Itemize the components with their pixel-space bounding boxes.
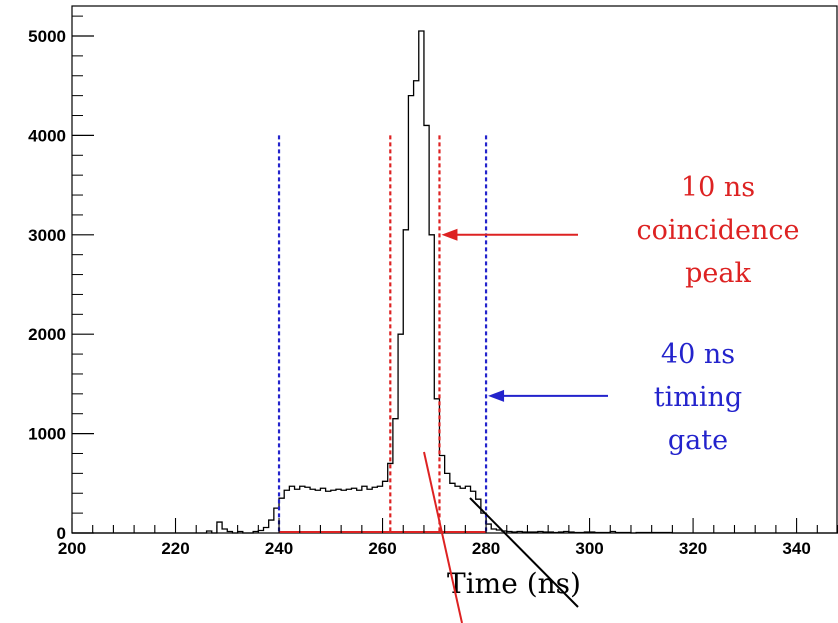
annotation-arrowhead: [488, 389, 505, 402]
x-tick-label: 260: [368, 539, 396, 558]
leader-lines: [423, 451, 579, 623]
y-tick-label: 1000: [28, 425, 66, 444]
annotation-text: 40 ns: [661, 339, 735, 370]
x-tick-label: 280: [472, 539, 500, 558]
gate-markers: [277, 135, 488, 533]
annotation-text: peak: [685, 258, 751, 289]
y-tick-label: 0: [57, 524, 66, 543]
x-tick-label: 300: [575, 539, 603, 558]
x-tick-label: 340: [782, 539, 810, 558]
y-tick-label: 4000: [28, 126, 66, 145]
annotations: 10 ns coincidence peak 40 ns timing gate: [441, 172, 799, 456]
annotation-arrowhead: [441, 228, 458, 241]
y-tick-label: 5000: [28, 27, 66, 46]
x-axis-title: Time (ns): [447, 567, 581, 600]
annotation-text: 10 ns: [681, 172, 755, 203]
red-leader-line: [423, 451, 463, 623]
annotation-text: gate: [668, 425, 728, 456]
y-tick-label: 3000: [28, 226, 66, 245]
x-tick-label: 220: [161, 539, 189, 558]
annotation-text: timing: [654, 382, 742, 413]
x-tick-label: 320: [679, 539, 707, 558]
axes: 0 1000 2000 3000 4000 5000 200 220 240 260 280 300 3…: [28, 15, 838, 558]
black-leader-line: [469, 497, 579, 608]
y-tick-label: 2000: [28, 325, 66, 344]
histogram-line: [72, 30, 838, 534]
x-tick-label: 240: [265, 539, 293, 558]
annotation-text: coincidence: [637, 215, 800, 246]
x-tick-label: 200: [58, 539, 86, 558]
